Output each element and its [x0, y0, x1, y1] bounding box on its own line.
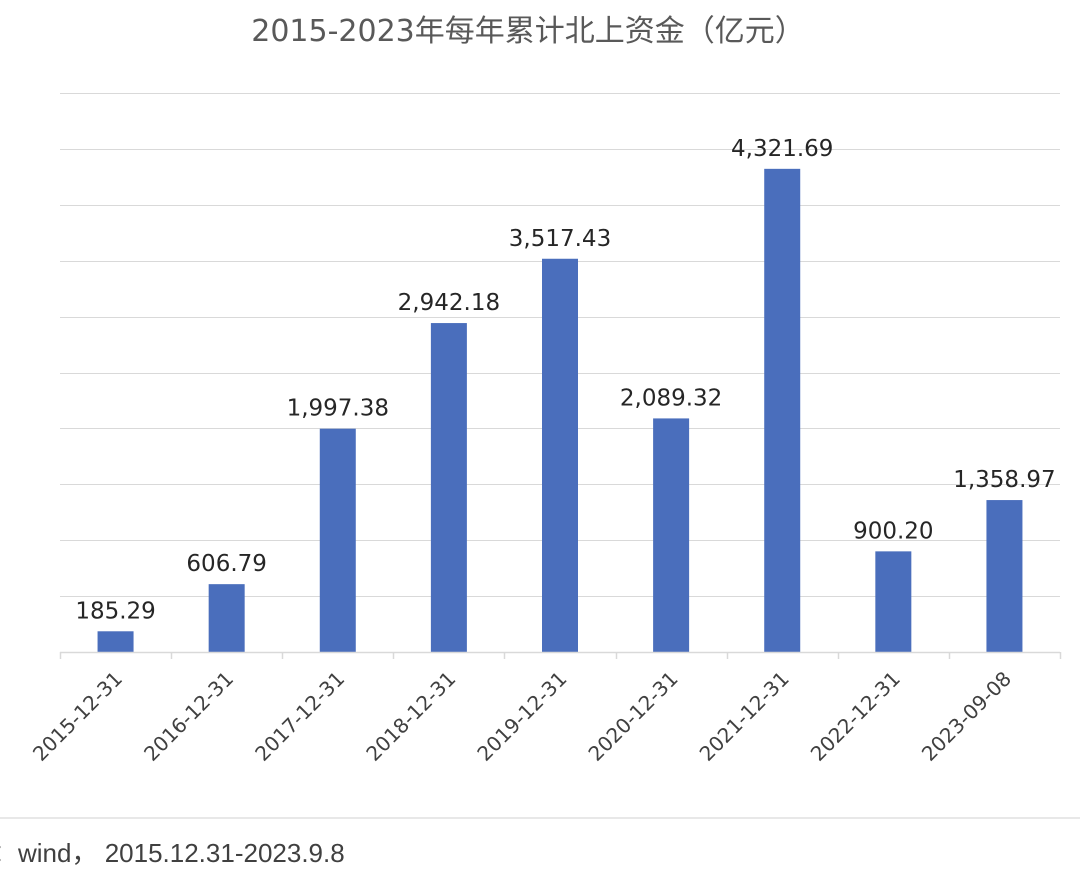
bar-2021-12-31	[764, 168, 801, 652]
x-tick-label: 2020-12-31	[583, 667, 682, 766]
data-label: 4,321.69	[731, 136, 833, 162]
bar-2023-09-08	[986, 500, 1023, 652]
bar-2022-12-31	[875, 551, 912, 652]
x-tick-label: 2016-12-31	[139, 667, 238, 766]
x-tick-label: 2022-12-31	[806, 667, 905, 766]
data-label: 2,089.32	[620, 385, 722, 411]
x-tick-label: 2015-12-31	[28, 667, 127, 766]
data-label: 3,517.43	[509, 226, 611, 252]
data-label: 2,942.18	[398, 290, 500, 316]
x-tick-label: 2023-09-08	[917, 667, 1016, 766]
bar-2019-12-31	[542, 258, 578, 652]
bar-2015-12-31	[97, 631, 134, 652]
data-label: 1,358.97	[953, 467, 1055, 493]
data-label: 606.79	[186, 551, 266, 577]
data-label: 1,997.38	[287, 396, 389, 422]
data-label: 185.29	[75, 598, 155, 624]
bar-2020-12-31	[653, 418, 690, 652]
bar-2018-12-31	[430, 323, 467, 652]
bar-2017-12-31	[319, 428, 356, 652]
data-labels: 185.29 606.79 1,997.38 2,942.18 3,517.43 2,08…	[75, 136, 1055, 624]
data-label: 900.20	[853, 518, 933, 544]
source-note: ：wind， 2015.12.31-2023.9.8	[0, 838, 345, 868]
x-tick-label: 2019-12-31	[472, 667, 571, 766]
x-tick-label: 2021-12-31	[695, 667, 794, 766]
chart-title: 2015-2023年每年累计北上资金（亿元）	[251, 14, 805, 49]
bar-2016-12-31	[208, 584, 245, 652]
bars	[97, 168, 1023, 652]
x-tick-label: 2017-12-31	[250, 667, 349, 766]
x-axis: 2015-12-31 2016-12-31 2017-12-31 2018-12-31…	[28, 651, 1062, 766]
x-tick-label: 2018-12-31	[361, 667, 460, 766]
